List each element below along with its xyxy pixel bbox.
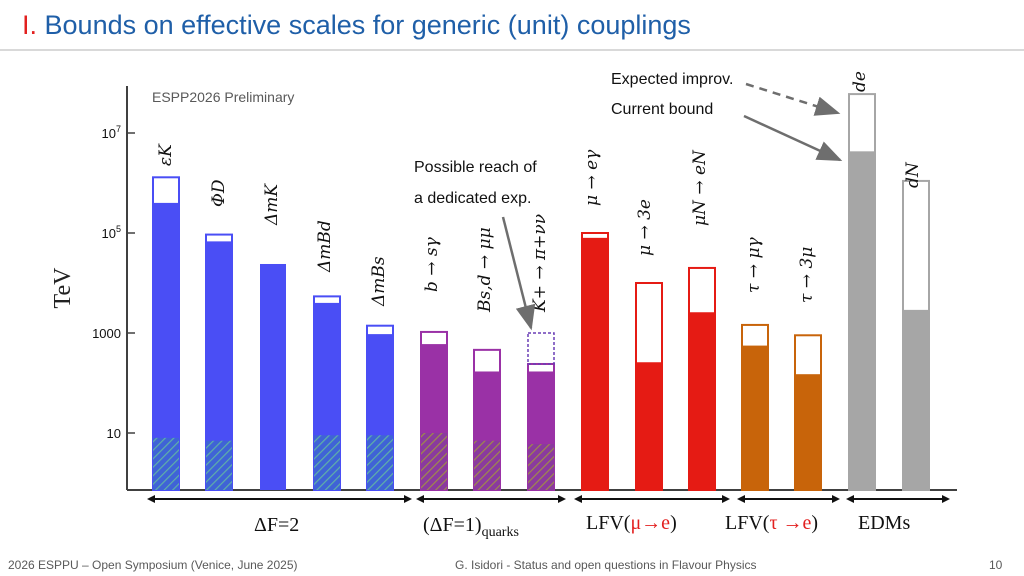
dedicated-exp-arrow <box>501 216 536 331</box>
bar-label-4: ΔmBs <box>369 256 389 307</box>
group-label-1: (ΔF=1)quarks <box>423 514 519 540</box>
bar-label-6: Bs,d → μμ <box>475 227 495 313</box>
bar-label-0: εK <box>156 143 176 166</box>
bar-hatched-4 <box>367 435 393 490</box>
footer-talk-title: G. Isidori - Status and open questions i… <box>455 558 757 572</box>
y-tick-label: 107 <box>102 124 121 141</box>
dedicated-exp-note-line1: Possible reach of <box>414 159 537 176</box>
expected-improvement-arrow <box>745 82 841 116</box>
bar-current-8 <box>582 237 608 490</box>
chart-subtitle: ESPP2026 Preliminary <box>152 89 294 105</box>
bar-label-5: b → sγ <box>422 236 442 292</box>
y-tick-label: 105 <box>102 224 121 241</box>
bar-current-2 <box>260 263 286 490</box>
bar-label-1: ΦD <box>209 179 229 207</box>
group-bracket-right-arrow <box>404 495 412 503</box>
bar-current-9 <box>636 362 662 490</box>
bar-label-9: μ → 3e <box>635 199 655 256</box>
bar-hatched-6 <box>474 440 500 490</box>
group-bracket-left-arrow <box>846 495 854 503</box>
footer-page-number: 10 <box>989 558 1003 572</box>
group-label-0: ΔF=2 <box>254 514 299 536</box>
bar-current-10 <box>689 312 715 490</box>
footer-conference: 2026 ESPPU – Open Symposium (Venice, Jun… <box>8 558 298 572</box>
y-tick-label: 1000 <box>92 326 121 341</box>
current-bound-note: Current bound <box>611 101 713 118</box>
group-bracket-right-arrow <box>942 495 950 503</box>
slide-title: I. Bounds on effective scales for generi… <box>22 10 691 41</box>
current-bound-arrow <box>743 114 843 162</box>
bar-label-10: μN → eN <box>690 149 710 226</box>
group-label-2: LFV(μ→e) <box>586 512 677 534</box>
bar-label-13: de <box>850 71 870 92</box>
group-label-3: LFV(τ →e) <box>725 512 818 534</box>
bar-hatched-5 <box>421 433 447 490</box>
scale-bounds-chart: 10 1000 105 107 εK ΦD ΔmK ΔmBd ΔmBs b → sγ Bs,d →… <box>50 71 957 540</box>
bar-label-3: ΔmBd <box>315 220 335 273</box>
bar-current-13 <box>849 151 875 490</box>
bar-label-7: K+ → π+νν <box>530 214 550 313</box>
bar-current-11 <box>742 345 768 490</box>
bar-reach-7 <box>527 332 555 365</box>
bar-label-8: μ → eγ <box>582 149 602 206</box>
group-bracket-left-arrow <box>416 495 424 503</box>
group-bracket-left-arrow <box>737 495 745 503</box>
y-axis-label: TeV <box>50 267 76 309</box>
bar-label-12: τ → 3μ <box>797 247 817 303</box>
bar-hatched-1 <box>206 440 232 490</box>
bar-hatched-3 <box>314 435 340 490</box>
bar-current-12 <box>795 374 821 490</box>
group-bracket-right-arrow <box>832 495 840 503</box>
group-bracket-right-arrow <box>722 495 730 503</box>
bar-current-14 <box>903 309 929 490</box>
bar-label-14: dN <box>903 161 923 188</box>
y-tick-label: 10 <box>107 426 121 441</box>
bar-hatched-7 <box>528 444 554 490</box>
bar-label-11: τ → μγ <box>744 236 764 293</box>
expected-improvement-note: Expected improv. <box>611 71 733 88</box>
group-bracket-right-arrow <box>558 495 566 503</box>
slide-title-number: I. <box>22 10 38 40</box>
group-bracket-left-arrow <box>147 495 155 503</box>
slide-title-text: Bounds on effective scales for generic (… <box>44 10 691 40</box>
title-divider <box>0 49 1024 51</box>
bar-label-2: ΔmK <box>262 183 282 226</box>
bar-hatched-0 <box>153 437 179 490</box>
group-label-4: EDMs <box>858 512 910 534</box>
dedicated-exp-note-line2: a dedicated exp. <box>414 190 531 207</box>
group-bracket-left-arrow <box>574 495 582 503</box>
